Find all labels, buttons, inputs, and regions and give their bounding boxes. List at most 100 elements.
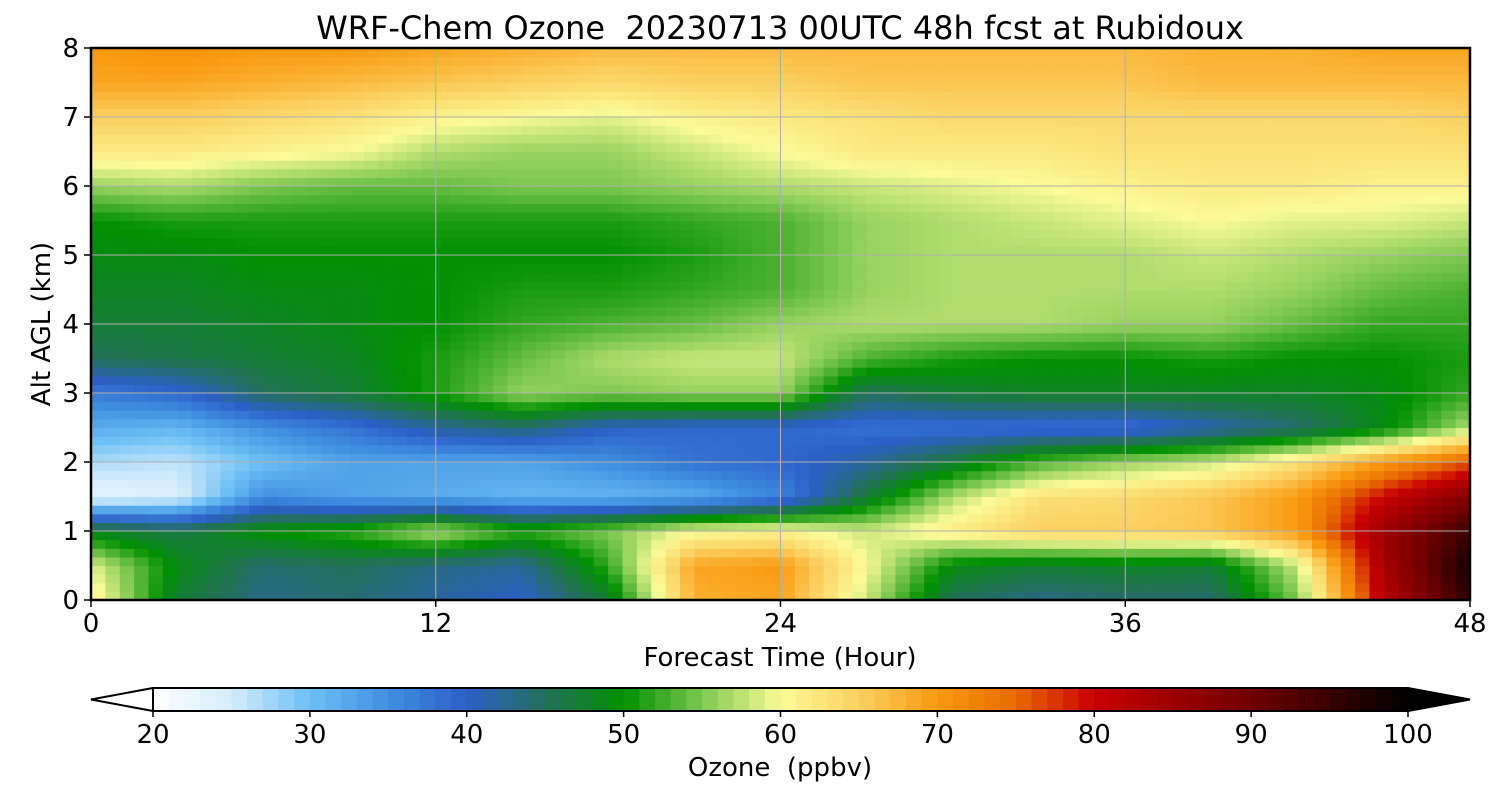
heatmap-cell <box>823 531 839 541</box>
heatmap-cell <box>1010 539 1026 549</box>
heatmap-cell <box>780 298 796 308</box>
heatmap-cell <box>191 315 207 325</box>
heatmap-cell <box>1311 211 1327 222</box>
heatmap-cell <box>292 548 308 558</box>
heatmap-cell <box>407 582 422 592</box>
heatmap-cell <box>435 255 451 265</box>
heatmap-cell <box>507 341 523 351</box>
heatmap-cell <box>995 177 1011 187</box>
heatmap-cell <box>1426 591 1442 600</box>
heatmap-cell <box>924 505 940 515</box>
heatmap-cell <box>435 280 451 291</box>
heatmap-cell <box>335 229 351 239</box>
heatmap-cell <box>665 436 681 446</box>
heatmap-cell <box>1311 168 1327 178</box>
heatmap-cell <box>751 531 767 541</box>
heatmap-cell <box>450 470 466 480</box>
heatmap-cell <box>177 229 193 239</box>
heatmap-cell <box>1369 151 1385 161</box>
heatmap-cell <box>823 315 839 325</box>
heatmap-cell <box>392 505 408 515</box>
heatmap-cell <box>1441 220 1457 230</box>
heatmap-cell <box>766 436 782 446</box>
heatmap-cell <box>679 280 695 291</box>
heatmap-cell <box>1168 341 1184 351</box>
heatmap-cell <box>924 306 940 316</box>
heatmap-cell <box>521 263 537 273</box>
heatmap-cell <box>521 246 537 256</box>
heatmap-cell <box>679 548 695 558</box>
heatmap-cell <box>1110 470 1126 480</box>
heatmap-cell <box>881 427 897 437</box>
heatmap-cell <box>335 401 351 411</box>
heatmap-cell <box>766 522 782 532</box>
heatmap-cell <box>622 358 638 368</box>
heatmap-cell <box>177 479 193 489</box>
heatmap-cell <box>407 418 422 429</box>
heatmap-cell <box>119 418 135 429</box>
heatmap-cell <box>1082 565 1098 575</box>
heatmap-cell <box>1039 341 1055 351</box>
heatmap-cell <box>1441 280 1457 291</box>
heatmap-cell <box>421 384 437 394</box>
heatmap-cell <box>1441 358 1457 368</box>
heatmap-cell <box>478 211 494 222</box>
heatmap-cell <box>766 298 782 308</box>
heatmap-cell <box>1340 401 1356 411</box>
heatmap-cell <box>1211 315 1227 325</box>
heatmap-cell <box>1010 410 1026 420</box>
heatmap-cell <box>292 246 308 256</box>
heatmap-cell <box>1125 263 1141 273</box>
heatmap-cell <box>1398 280 1414 291</box>
heatmap-cell <box>593 427 609 437</box>
heatmap-cell <box>105 393 121 403</box>
heatmap-cell <box>435 574 451 584</box>
heatmap-cell <box>881 298 897 308</box>
heatmap-cell <box>177 410 193 420</box>
heatmap-cell <box>134 453 150 463</box>
heatmap-cell <box>737 384 753 394</box>
heatmap-cell <box>464 505 480 515</box>
heatmap-cell <box>737 211 753 222</box>
heatmap-cell <box>536 462 552 472</box>
heatmap-cell <box>1024 298 1040 308</box>
heatmap-cell <box>737 496 753 506</box>
heatmap-cell <box>1412 556 1428 567</box>
heatmap-cell <box>349 237 365 247</box>
heatmap-cell <box>665 229 681 239</box>
heatmap-cell <box>550 367 566 377</box>
heatmap-cell <box>277 565 293 575</box>
heatmap-cell <box>407 246 422 256</box>
heatmap-cell <box>837 341 853 351</box>
heatmap-cell <box>220 255 236 265</box>
heatmap-cell <box>263 160 279 170</box>
heatmap-cell <box>1153 470 1169 480</box>
heatmap-cell <box>234 453 250 463</box>
heatmap-cell <box>363 487 379 498</box>
heatmap-cell <box>952 427 968 437</box>
heatmap-cell <box>1053 315 1069 325</box>
heatmap-cell <box>1067 289 1083 299</box>
heatmap-cell <box>924 444 940 454</box>
heatmap-cell <box>378 531 394 541</box>
heatmap-cell <box>1326 203 1342 213</box>
heatmap-cell <box>866 341 882 351</box>
heatmap-cell <box>780 470 796 480</box>
heatmap-cell <box>565 246 580 256</box>
heatmap-cell <box>1225 237 1241 247</box>
heatmap-cell <box>1110 203 1126 213</box>
heatmap-cell <box>306 220 322 230</box>
heatmap-cell <box>407 496 422 506</box>
heatmap-cell <box>105 548 121 558</box>
heatmap-cell <box>1010 341 1026 351</box>
heatmap-cell <box>1168 160 1184 170</box>
heatmap-cell <box>794 539 810 549</box>
heatmap-cell <box>249 358 264 368</box>
heatmap-cell <box>392 358 408 368</box>
heatmap-cell <box>306 168 322 178</box>
heatmap-cell <box>1211 341 1227 351</box>
heatmap-cell <box>507 255 523 265</box>
heatmap-cell <box>579 349 595 360</box>
heatmap-cell <box>249 393 264 403</box>
heatmap-cell <box>636 229 652 239</box>
